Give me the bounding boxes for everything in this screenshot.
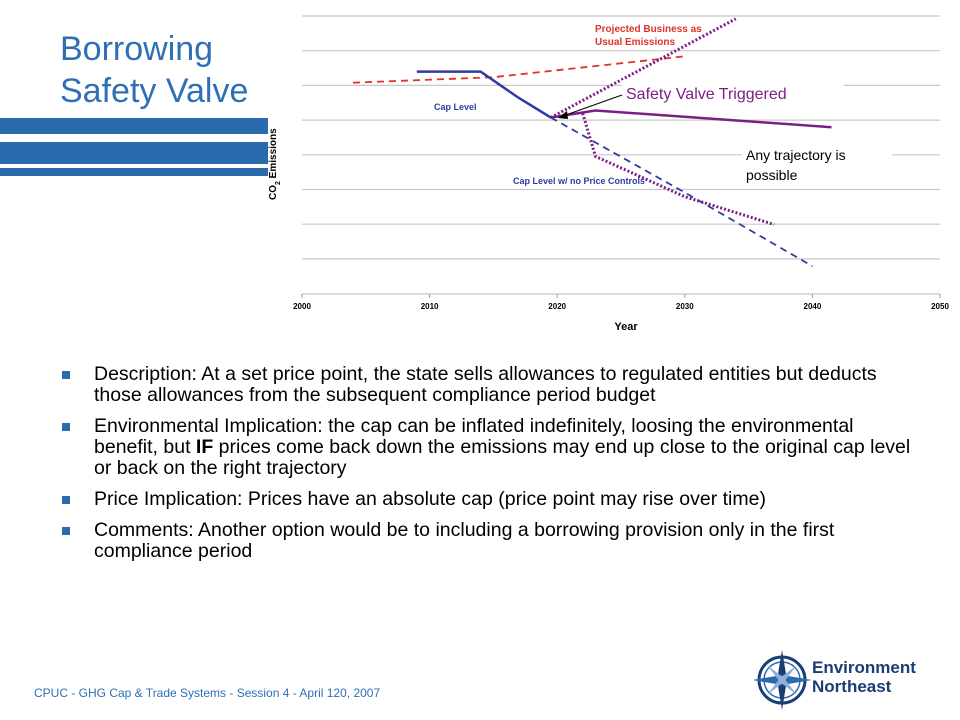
bullet-environmental-post: prices come back down the emissions may … — [94, 436, 911, 479]
x-tick-label: 2030 — [676, 302, 694, 311]
any-trajectory-label-line-1: Any trajectory is — [746, 147, 846, 163]
bullet-environmental-pre: Environmental Implication: the cap can b… — [94, 415, 854, 458]
emissions-chart: 2000 2010 2020 2030 2040 2050 Year CO2 Emissi… — [268, 15, 949, 333]
x-tick-label: 2020 — [548, 302, 566, 311]
title-accent-bar — [0, 142, 268, 164]
logo-line-1: Environment — [812, 658, 916, 677]
cap-level-label: Cap Level — [434, 102, 477, 112]
x-tick-label: 2010 — [421, 302, 439, 311]
series-line-1 — [352, 55, 685, 84]
series-line-3 — [550, 116, 813, 267]
bullet-marker — [62, 496, 70, 504]
slide-title-line-1: Borrowing — [60, 30, 214, 68]
bullet-list: Description: At a set price point, the s… — [60, 364, 920, 572]
any-trajectory-label-line-2: possible — [746, 167, 798, 183]
safety-valve-label-bg — [622, 80, 844, 106]
bullet-marker — [62, 371, 70, 379]
slide-title-line-2: Safety Valve — [60, 72, 249, 110]
cap-no-controls-label: Cap Level w/ no Price Controls — [513, 176, 645, 186]
x-tick-label: 2040 — [804, 302, 822, 311]
safety-valve-arrowhead — [558, 111, 568, 119]
series-line-2 — [416, 70, 552, 119]
footer-text: CPUC - GHG Cap & Trade Systems - Session… — [34, 686, 381, 700]
bullet-marker — [62, 527, 70, 535]
bullet-description-text: Description: At a set price point, the s… — [94, 363, 877, 406]
environment-northeast-logo — [754, 650, 812, 710]
bullet-description: Description: At a set price point, the s… — [60, 364, 920, 406]
y-axis-label-rest: Emissions — [268, 128, 279, 181]
y-axis-label: CO2 Emissions — [268, 128, 282, 200]
any-trajectory-label-bg — [742, 140, 892, 188]
bullet-marker — [62, 423, 70, 431]
logo-text: Environment Northeast — [812, 658, 916, 696]
series-line-5 — [550, 17, 737, 119]
bullet-comments: Comments: Another option would be to inc… — [60, 520, 920, 562]
x-tick-label: 2000 — [293, 302, 311, 311]
bau-label-line-1: Projected Business as — [595, 24, 702, 35]
x-axis-label: Year — [614, 321, 638, 333]
safety-valve-arrow — [562, 94, 623, 117]
safety-valve-label: Safety Valve Triggered — [626, 86, 787, 103]
slide-title: Borrowing Safety Valve — [60, 28, 248, 112]
logo-line-2: Northeast — [812, 677, 892, 696]
bullet-environmental: Environmental Implication: the cap can b… — [60, 416, 920, 479]
bullet-price-text: Price Implication: Prices have an absolu… — [94, 488, 766, 510]
bullet-price: Price Implication: Prices have an absolu… — [60, 489, 920, 510]
title-accent-bar-bottom — [0, 168, 268, 176]
y-axis-label-co: CO — [268, 185, 279, 200]
series-line-4 — [550, 109, 832, 129]
bullet-environmental-bold: IF — [195, 436, 214, 458]
compass-icon — [754, 650, 812, 710]
series-line-6 — [581, 112, 775, 226]
bau-label-line-2: Usual Emissions — [595, 37, 675, 48]
x-tick-label: 2050 — [931, 302, 949, 311]
bullet-comments-text: Comments: Another option would be to inc… — [94, 519, 835, 562]
title-accent-bar-top — [0, 118, 268, 134]
y-axis-label-sub: 2 — [275, 181, 282, 185]
